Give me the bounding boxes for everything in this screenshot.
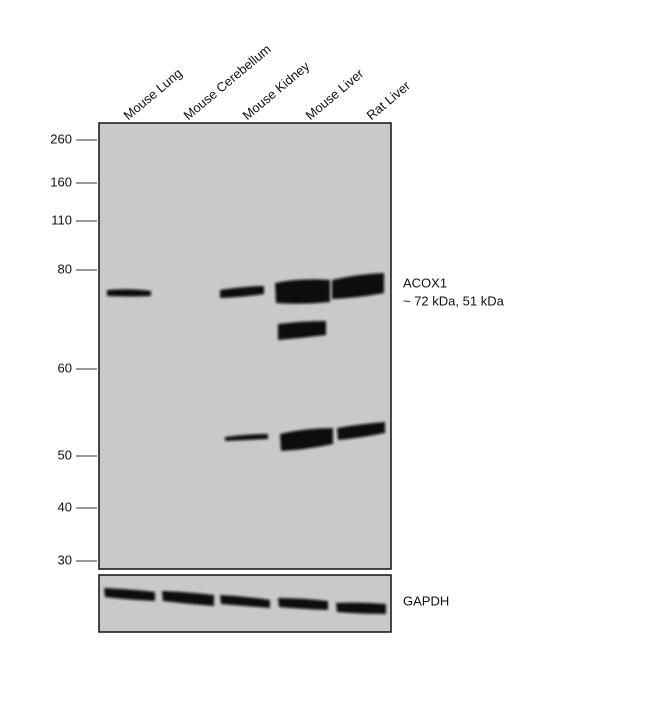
marker-label: 80 — [58, 261, 72, 276]
marker-label: 50 — [58, 447, 72, 462]
band — [220, 595, 270, 608]
lane-label: Rat Liver — [363, 78, 413, 123]
marker-label: 30 — [58, 552, 72, 567]
bands — [107, 273, 385, 451]
band — [275, 279, 330, 304]
band — [278, 321, 326, 340]
marker-label: 40 — [58, 499, 72, 514]
band — [332, 273, 384, 299]
loading-bands — [104, 588, 386, 614]
band — [220, 286, 264, 298]
target-size: ~ 72 kDa, 51 kDa — [403, 293, 505, 308]
marker-label: 60 — [58, 360, 72, 375]
band — [280, 428, 333, 451]
band — [278, 598, 328, 610]
band — [107, 289, 151, 297]
band — [104, 588, 155, 601]
band — [337, 422, 385, 440]
lane-label: Mouse Liver — [302, 65, 366, 122]
loading-control-label: GAPDH — [403, 593, 449, 608]
band — [162, 591, 214, 606]
marker-ladder: 260 160 110 80 60 50 40 30 — [50, 131, 97, 567]
marker-label: 110 — [51, 212, 72, 227]
blot-membrane — [98, 122, 392, 570]
band — [336, 602, 386, 614]
lane-label: Mouse Lung — [120, 65, 184, 122]
band — [225, 434, 268, 441]
marker-label: 160 — [50, 174, 72, 189]
marker-label: 260 — [50, 131, 72, 146]
target-name: ACOX1 — [403, 275, 447, 290]
